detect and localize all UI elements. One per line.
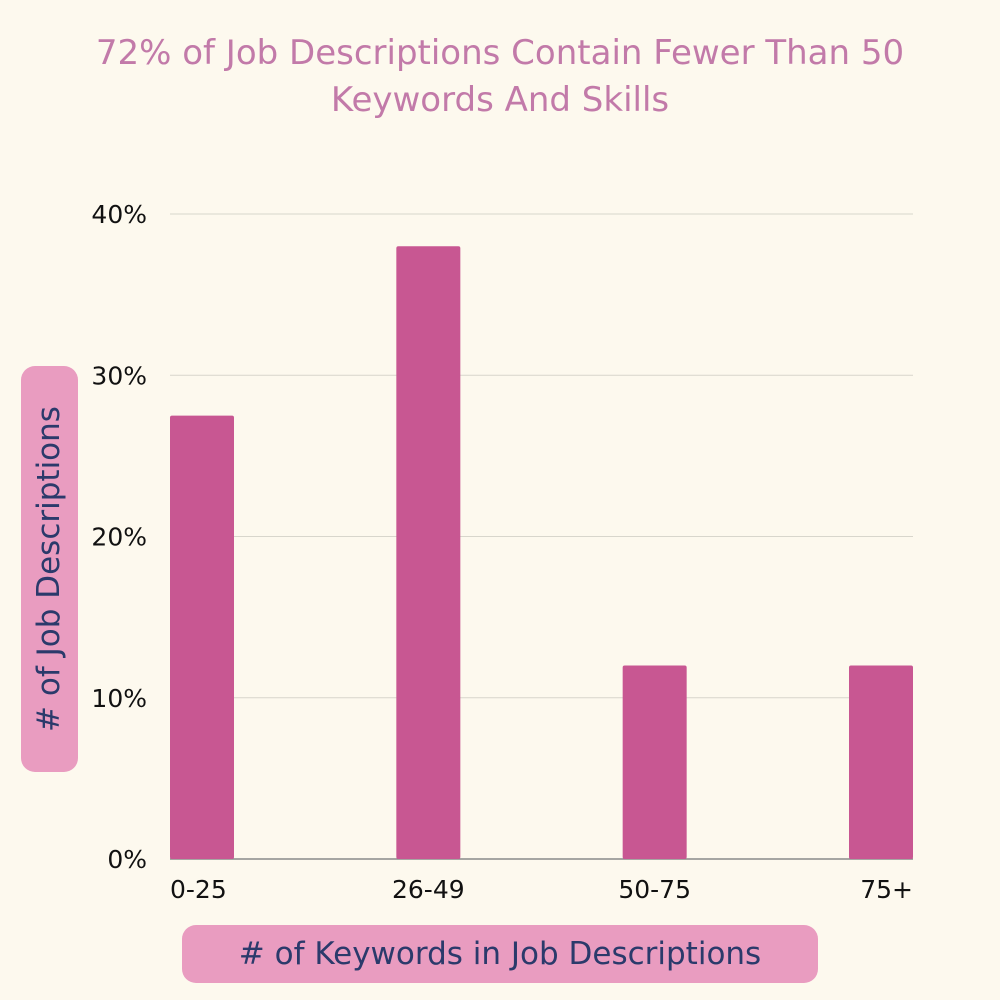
y-tick-label: 0% [107,845,147,874]
chart-title: 72% of Job Descriptions Contain Fewer Th… [95,33,905,120]
y-tick-label: 20% [91,523,147,552]
x-tick-label: 50-75 [618,875,691,904]
x-axis-label: # of Keywords in Job Descriptions [238,936,762,972]
y-tick-label: 10% [91,684,147,713]
x-tick-label: 26-49 [392,875,465,904]
bar-0-25 [170,415,234,859]
bar-26-49 [396,246,461,859]
y-axis-label: # of Job Descriptions [31,406,67,732]
y-axis-label-pill [21,366,78,772]
x-tick-label: 0-25 [170,875,227,904]
x-axis-label-pill [182,925,818,983]
y-tick-label: 30% [91,361,147,390]
y-tick-label: 40% [91,200,147,229]
bar-50-75 [622,665,687,859]
bar-75+ [849,665,913,859]
x-tick-label: 75+ [860,875,913,904]
